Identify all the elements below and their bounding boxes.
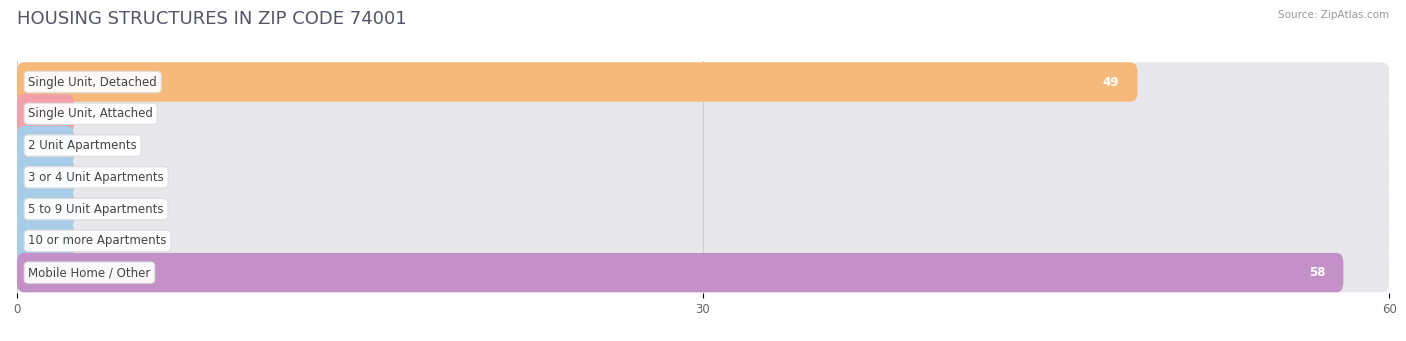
FancyBboxPatch shape: [17, 158, 75, 197]
Bar: [17, 130, 1389, 161]
FancyBboxPatch shape: [17, 94, 1389, 133]
Text: 58: 58: [1309, 266, 1324, 279]
Text: Single Unit, Detached: Single Unit, Detached: [28, 75, 157, 89]
Bar: [17, 257, 1389, 288]
Bar: [17, 98, 1389, 130]
Text: 49: 49: [1102, 75, 1119, 89]
Text: Single Unit, Attached: Single Unit, Attached: [28, 107, 153, 120]
Bar: [17, 225, 1389, 257]
Text: 0: 0: [93, 139, 100, 152]
Text: 2: 2: [93, 107, 100, 120]
Text: 3 or 4 Unit Apartments: 3 or 4 Unit Apartments: [28, 171, 165, 184]
Bar: [17, 66, 1389, 98]
Bar: [17, 161, 1389, 193]
Text: HOUSING STRUCTURES IN ZIP CODE 74001: HOUSING STRUCTURES IN ZIP CODE 74001: [17, 10, 406, 28]
FancyBboxPatch shape: [17, 189, 75, 229]
FancyBboxPatch shape: [17, 158, 1389, 197]
FancyBboxPatch shape: [17, 221, 1389, 261]
FancyBboxPatch shape: [17, 62, 1389, 102]
FancyBboxPatch shape: [17, 253, 1389, 292]
FancyBboxPatch shape: [17, 94, 75, 133]
FancyBboxPatch shape: [17, 62, 1137, 102]
Text: 2 Unit Apartments: 2 Unit Apartments: [28, 139, 136, 152]
Text: 0: 0: [93, 203, 100, 216]
Text: 10 or more Apartments: 10 or more Apartments: [28, 234, 167, 247]
FancyBboxPatch shape: [17, 126, 1389, 165]
Text: 0: 0: [93, 234, 100, 247]
Text: 5 to 9 Unit Apartments: 5 to 9 Unit Apartments: [28, 203, 165, 216]
FancyBboxPatch shape: [17, 253, 1343, 292]
FancyBboxPatch shape: [17, 189, 1389, 229]
FancyBboxPatch shape: [17, 126, 75, 165]
Text: Source: ZipAtlas.com: Source: ZipAtlas.com: [1278, 10, 1389, 20]
FancyBboxPatch shape: [17, 221, 75, 261]
Text: Mobile Home / Other: Mobile Home / Other: [28, 266, 150, 279]
Text: 0: 0: [93, 171, 100, 184]
Bar: [17, 193, 1389, 225]
